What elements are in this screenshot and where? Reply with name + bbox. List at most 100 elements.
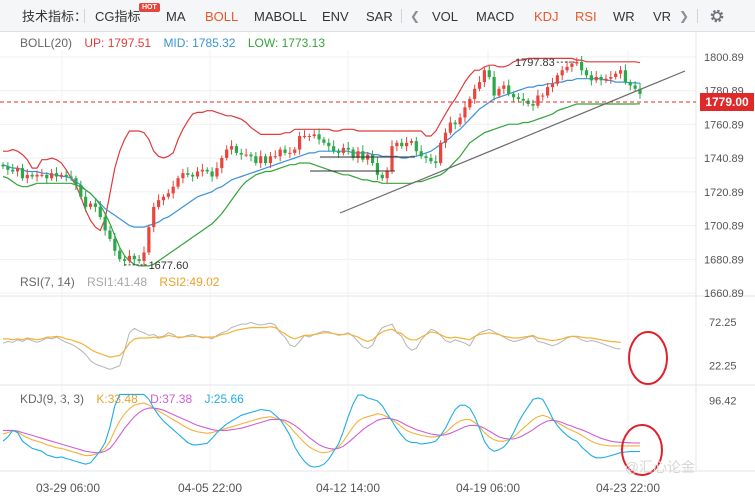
candle-body <box>88 203 93 207</box>
candle-body <box>395 142 399 147</box>
candle-body <box>322 139 326 143</box>
kdj-lines <box>2 393 641 468</box>
chevron-left-icon[interactable]: ❮ <box>410 9 421 23</box>
candle-body <box>268 156 273 164</box>
rsi-axis-labels: 72.25 22.25 <box>709 317 737 373</box>
gear-icon[interactable] <box>709 8 725 24</box>
indicator-tab-maboll[interactable]: MABOLL <box>254 9 307 24</box>
watermark-text: @汇心论金 <box>625 459 695 475</box>
kdj-legend-j: J:25.66 <box>204 392 244 406</box>
rsi-legend-rsi1: RSI1:41.48 <box>87 275 148 289</box>
candle-body <box>565 66 569 71</box>
candle-body <box>589 75 593 81</box>
indicator-tab-rsi[interactable]: RSI <box>575 9 597 24</box>
candle-body <box>93 203 97 207</box>
candle-body <box>79 184 83 197</box>
candle-body <box>166 193 170 197</box>
candle-body <box>259 156 263 164</box>
indicator-tab-cg[interactable]: CG指标 <box>95 9 141 24</box>
candle-body <box>356 151 360 158</box>
candle-body <box>618 70 623 74</box>
candle-body <box>40 174 44 176</box>
candle-body <box>161 196 166 201</box>
rsi-legend: RSI(7, 14) RSI1:41.48 RSI2:49.02 <box>20 275 228 289</box>
candle-body <box>404 142 409 147</box>
indicator-tab-sar[interactable]: SAR <box>366 9 393 24</box>
indicator-tab-vol[interactable]: VOL <box>432 9 459 24</box>
candle-body <box>332 146 336 152</box>
price-tick-label: 1720.89 <box>704 187 744 199</box>
indicator-tab-wr[interactable]: WR <box>613 9 635 24</box>
indicator-tab-vr[interactable]: VR <box>653 9 672 24</box>
candle-body <box>375 163 380 175</box>
support-trendline <box>339 70 686 214</box>
rsi-legend-rsi2: RSI2:49.02 <box>159 275 220 289</box>
candle-body <box>84 196 88 207</box>
candle-body <box>273 156 277 158</box>
candle-body <box>516 97 521 99</box>
candle-body <box>623 70 628 83</box>
boll-mid-line <box>2 78 641 228</box>
candle-body <box>531 103 535 106</box>
candle-body <box>132 255 136 260</box>
candle-body <box>186 173 190 175</box>
candle-body <box>220 157 224 169</box>
candle-body <box>229 146 234 150</box>
rsi-lines <box>2 321 621 370</box>
indicator-tab-env[interactable]: ENV <box>322 9 349 24</box>
candle-body <box>118 250 122 260</box>
indicator-tab-boll[interactable]: BOLL <box>205 9 239 24</box>
candle-body <box>181 173 185 179</box>
candle-body <box>98 206 102 218</box>
time-tick-label: 04-12 14:00 <box>316 481 380 495</box>
chevron-right-icon[interactable]: ❯ <box>679 9 690 23</box>
candle-body <box>439 142 443 164</box>
candle-body <box>210 171 214 177</box>
candle-body <box>176 178 180 187</box>
candle-body <box>200 169 204 172</box>
rsi-tick-label: 22.25 <box>709 361 737 373</box>
rsi1-line <box>2 321 621 370</box>
indicator-tab-macd[interactable]: MACD <box>476 9 515 24</box>
candle-body <box>336 151 341 153</box>
indicator-tab-ma[interactable]: MA <box>166 9 186 24</box>
candle-body <box>463 107 467 118</box>
candle-body <box>511 93 516 98</box>
candle-body <box>283 149 287 153</box>
candle-body <box>477 82 482 89</box>
candle-body <box>302 136 307 138</box>
candle-body <box>312 134 316 137</box>
candle-body <box>443 132 448 143</box>
kdj-highlight-circle <box>621 424 663 476</box>
kdj-legend-name: KDJ(9, 3, 3) <box>20 392 85 406</box>
candle-body <box>137 259 141 261</box>
time-tick-label: 04-19 06:00 <box>456 481 520 495</box>
candle-body <box>152 206 156 228</box>
trend-lines <box>310 70 686 214</box>
candle-body <box>341 147 345 153</box>
candle-body <box>35 174 39 177</box>
current-price-label: 1779.00 <box>700 93 754 111</box>
boll-up-line <box>3 57 641 232</box>
candle-body <box>11 169 15 172</box>
candle-body <box>560 70 564 76</box>
candle-body <box>580 61 584 71</box>
kdj-tick-label: 96.42 <box>709 396 737 408</box>
candle-body <box>327 142 331 147</box>
toolbar-divider <box>401 9 402 23</box>
indicator-tab-kdj[interactable]: KDJ <box>534 9 559 24</box>
candle-body <box>215 168 219 177</box>
candle-body <box>157 200 161 207</box>
rsi2-line <box>3 326 621 358</box>
candle-body <box>424 156 428 158</box>
candle-body <box>380 174 384 179</box>
candles <box>1 55 642 266</box>
boll-legend-mid: MID: 1785.32 <box>163 36 236 50</box>
candle-body <box>239 152 243 155</box>
candle-body <box>234 146 239 153</box>
hot-badge: HOT <box>139 3 160 12</box>
candle-body <box>468 98 472 108</box>
j-line <box>2 393 641 468</box>
candle-body <box>609 76 613 79</box>
